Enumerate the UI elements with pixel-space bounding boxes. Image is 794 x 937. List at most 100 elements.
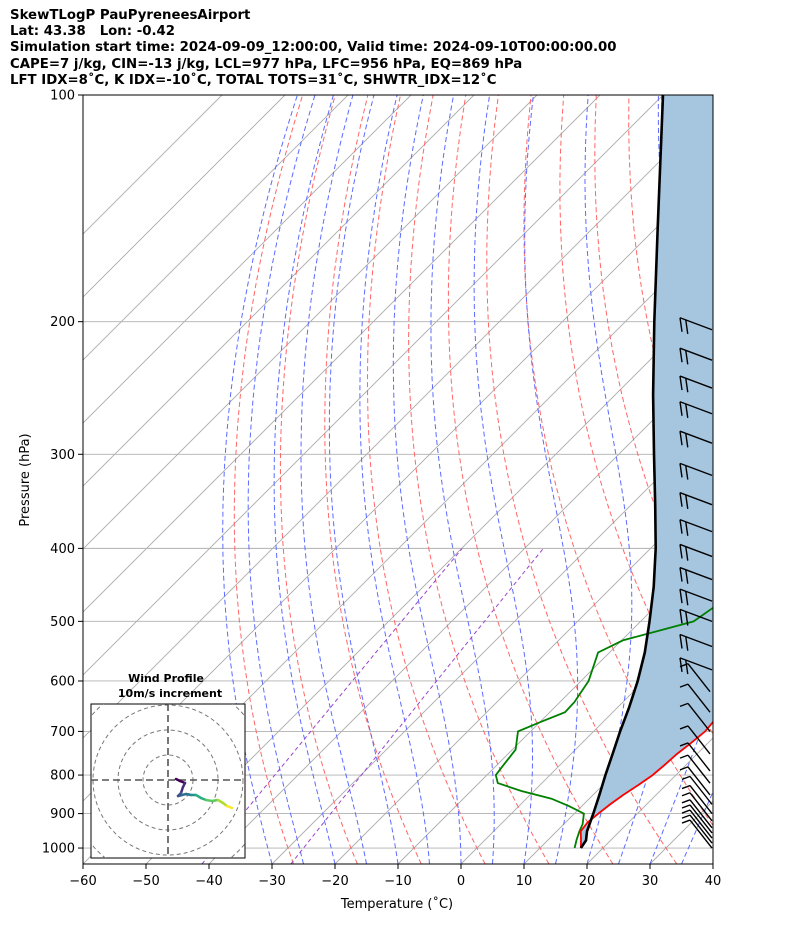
isotherm-line (397, 548, 713, 864)
moist-adiabat-line (712, 862, 713, 864)
temperature-line (579, 720, 713, 849)
wind-barb (681, 804, 713, 834)
inset-subtitle: 10m/s increment (118, 687, 222, 700)
wind-barb-layer (679, 317, 713, 849)
title-line-5: LFT IDX=8˚C, K IDX=-10˚C, TOTAL TOTS=31˚… (10, 73, 497, 88)
moist-adiabat-line (649, 696, 713, 864)
wind-barb (679, 766, 711, 796)
wind-barb (679, 588, 713, 606)
x-tick-label: 10 (516, 874, 533, 889)
y-tick-label: 600 (50, 674, 75, 689)
y-tick-label: 500 (50, 615, 75, 630)
wind-barb (681, 814, 713, 844)
mixing-ratio-line (290, 548, 544, 864)
isotherm-line (145, 296, 713, 864)
moist-adiabat-line (273, 95, 336, 864)
isotherm-line (83, 107, 713, 739)
x-tick-label: 30 (642, 874, 659, 889)
wind-barb (681, 819, 713, 849)
x-tick-label: −10 (384, 874, 411, 889)
title-line-3: Simulation start time: 2024-09-09_12:00:… (10, 40, 617, 55)
axis-layer: −60 −50 −40 −30 −20 −10 0 10 20 30 40 100 200 300 400 5… (42, 89, 721, 890)
wind-barb (679, 633, 713, 651)
dry-adiabat-line (279, 95, 358, 864)
x-tick-label: −40 (195, 874, 222, 889)
wind-barb (679, 492, 713, 509)
title-line-2: Lat: 43.38 Lon: -0.42 (10, 24, 176, 39)
wind-barb (679, 347, 713, 365)
moist-adiabat-line (300, 95, 367, 864)
x-tick-label: −20 (321, 874, 348, 889)
wind-barb (679, 608, 713, 626)
dry-adiabat-line (523, 95, 713, 827)
wind-barb (679, 754, 711, 784)
dry-adiabat-line (324, 95, 422, 864)
isotherm-line (83, 95, 223, 235)
wind-barb (679, 317, 713, 335)
dry-adiabat-line (447, 95, 614, 864)
wind-barb (681, 799, 713, 829)
title-line-1: SkewTLogP PauPyreneesAirport (10, 8, 251, 23)
moist-adiabat-line (247, 95, 316, 864)
wind-barb (679, 725, 711, 755)
dry-adiabat-line (233, 95, 304, 864)
dry-adiabat-line (759, 95, 794, 864)
x-tick-label: −50 (132, 874, 159, 889)
y-tick-label: 800 (50, 769, 75, 784)
isotherm-line (334, 485, 713, 864)
title-line-4: CAPE=7 j/kg, CIN=-13 j/kg, LCL=977 hPa, … (10, 57, 523, 72)
x-tick-label: 20 (579, 874, 596, 889)
x-tick-label: −30 (258, 874, 285, 889)
isotherm-line (83, 95, 601, 613)
wind-barb (681, 784, 713, 815)
wind-barb (679, 543, 713, 561)
inset-title: Wind Profile (128, 672, 204, 685)
wind-barb (679, 566, 713, 584)
parcel-line (579, 95, 665, 849)
moist-adiabat-line (359, 95, 430, 864)
wind-barb (679, 430, 713, 448)
moist-adiabat-line (584, 95, 633, 864)
profile-layer (494, 95, 713, 849)
isotherm-line (83, 95, 664, 676)
isotherm-line (712, 863, 713, 864)
mixing-ratio-line (201, 548, 463, 864)
hodograph-segment (225, 804, 234, 810)
isotherm-line (83, 95, 475, 487)
wind-barb (679, 518, 713, 536)
y-tick-label: 100 (50, 89, 75, 104)
wind-barb (679, 657, 713, 675)
dry-adiabat-line (594, 95, 713, 639)
moist-adiabat-line (222, 95, 298, 864)
x-axis-label: Temperature (˚C) (340, 896, 453, 912)
y-tick-label: 700 (50, 725, 75, 740)
y-tick-label: 200 (50, 315, 75, 330)
dry-adiabat-line (486, 95, 678, 864)
grid-layer (83, 95, 794, 864)
dry-adiabat-line (366, 95, 486, 864)
moist-adiabat-line (473, 95, 533, 864)
wind-barb (679, 702, 711, 732)
x-tick-label: −60 (69, 874, 96, 889)
wind-barb (679, 683, 711, 713)
x-tick-label: 0 (457, 874, 465, 889)
dry-adiabat-line (727, 95, 794, 864)
dry-adiabat-line (408, 95, 550, 864)
isotherm-line (83, 95, 538, 550)
wind-barb (679, 462, 713, 480)
wind-barb (679, 375, 713, 393)
y-axis-label: Pressure (hPa) (18, 433, 33, 526)
isotherm-line (83, 95, 412, 424)
wind-barb (681, 809, 713, 839)
isotherm-line (83, 95, 349, 361)
isotherm-line (83, 95, 286, 298)
x-tick-label: 40 (705, 874, 722, 889)
moist-adiabat-line (392, 95, 462, 864)
dewpoint-line (494, 606, 713, 849)
wind-barb (679, 401, 713, 418)
wind-barb (679, 742, 711, 772)
y-tick-label: 900 (50, 807, 75, 822)
moist-adiabat-line (328, 95, 399, 864)
wind-barb (681, 792, 713, 822)
